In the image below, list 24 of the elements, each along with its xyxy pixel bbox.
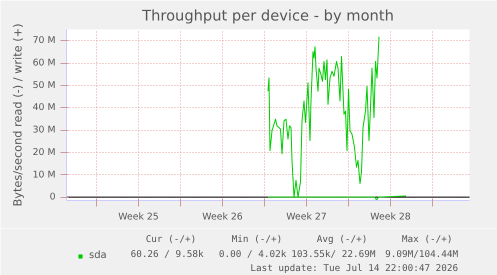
legend-label: sda	[89, 250, 108, 261]
x-tick-label: Week 26	[202, 212, 243, 222]
text: 0.00 / 4.02k	[218, 249, 287, 260]
y-axis-title: Bytes/second read (-) / write (+)	[10, 23, 25, 207]
y-tick-label: 50 M	[32, 80, 56, 91]
text: 103.55k/ 22.69M	[291, 249, 376, 260]
y-tick-label: 20 M	[32, 146, 56, 158]
text: Last update: Tue Jul 14 22:00:47 2026	[250, 263, 459, 274]
x-tick-label: Week 25	[118, 212, 159, 222]
y-tick-label: 30 M	[32, 124, 56, 136]
text: Min (-/+)	[232, 234, 282, 245]
text: 9.09M/104.44M	[385, 249, 459, 260]
y-tick-label: 60 M	[32, 58, 56, 69]
x-tick-label: Week 27	[286, 212, 327, 222]
text: Max (-/+)	[402, 234, 452, 245]
x-tick-label: Week 28	[370, 212, 411, 222]
y-tick-label: 0	[50, 192, 56, 203]
y-tick-label: 10 M	[32, 169, 56, 180]
text: 60.26 / 9.58k	[130, 249, 204, 260]
y-tick-label: 40 M	[32, 102, 56, 114]
text: Avg (-/+)	[316, 234, 368, 245]
text: Cur (-/+)	[146, 234, 196, 245]
chart-title: Throughput per device - by month	[141, 8, 394, 24]
y-tick-label: 70 M	[32, 35, 56, 46]
